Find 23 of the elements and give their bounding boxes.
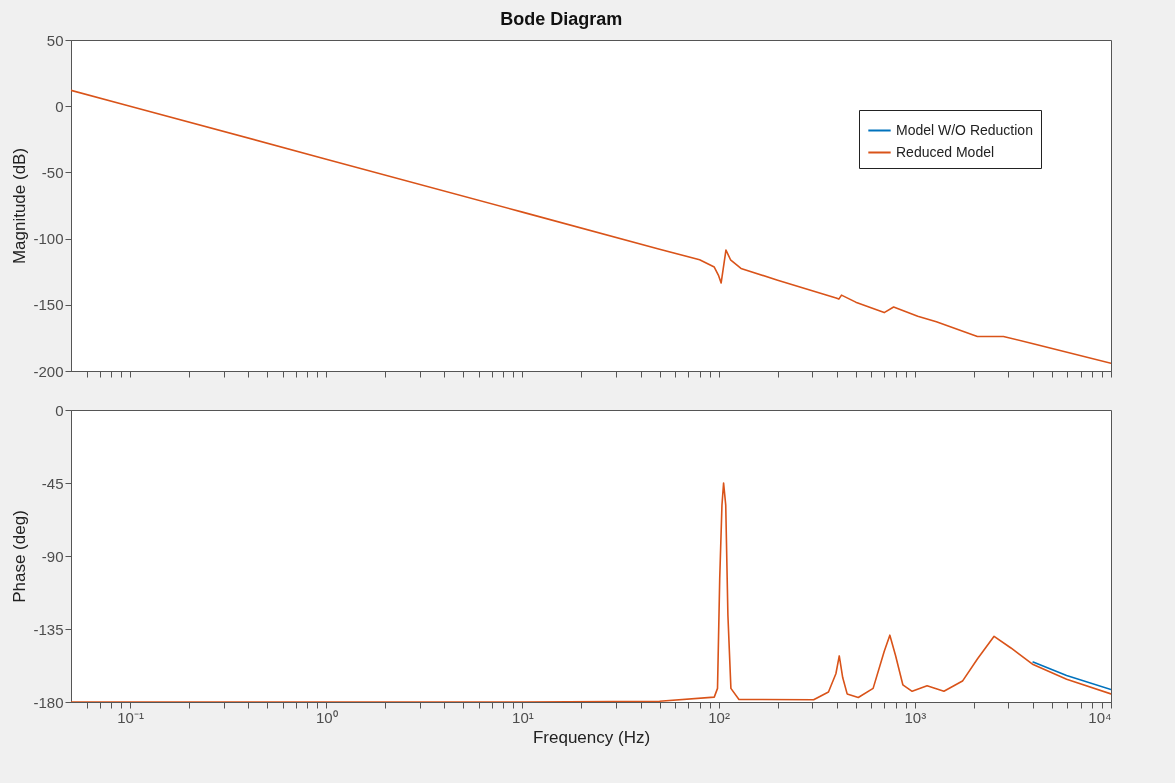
y-axis-title: Magnitude (dB) <box>10 147 30 265</box>
x-tick-label: 10⁻¹ <box>117 708 144 726</box>
legend-label: Reduced Model <box>896 143 995 160</box>
y-tick-label: -100 <box>33 230 64 248</box>
x-tick-label: 10² <box>708 708 730 726</box>
x-tick-label: 10⁴ <box>1088 708 1112 726</box>
y-tick-label: -150 <box>33 296 64 314</box>
y-axis-title: Phase (deg) <box>10 510 30 603</box>
y-tick-label: -90 <box>41 547 64 565</box>
y-tick-label: 0 <box>55 401 64 419</box>
x-tick-label: 10¹ <box>512 708 534 726</box>
y-tick-label: 0 <box>55 97 64 115</box>
y-tick-label: -180 <box>33 693 64 711</box>
y-tick-label: -200 <box>33 362 64 380</box>
x-tick-label: 10⁰ <box>315 708 338 726</box>
x-axis-title: Frequency (Hz) <box>532 727 651 747</box>
chart-title: Bode Diagram <box>500 8 623 29</box>
y-tick-label: -50 <box>41 163 64 181</box>
y-tick-label: -45 <box>41 474 64 492</box>
legend-label: Model W/O Reduction <box>896 121 1033 138</box>
y-tick-label: 50 <box>46 31 64 49</box>
x-tick-label: 10³ <box>904 708 927 726</box>
y-tick-label: -135 <box>33 620 64 638</box>
